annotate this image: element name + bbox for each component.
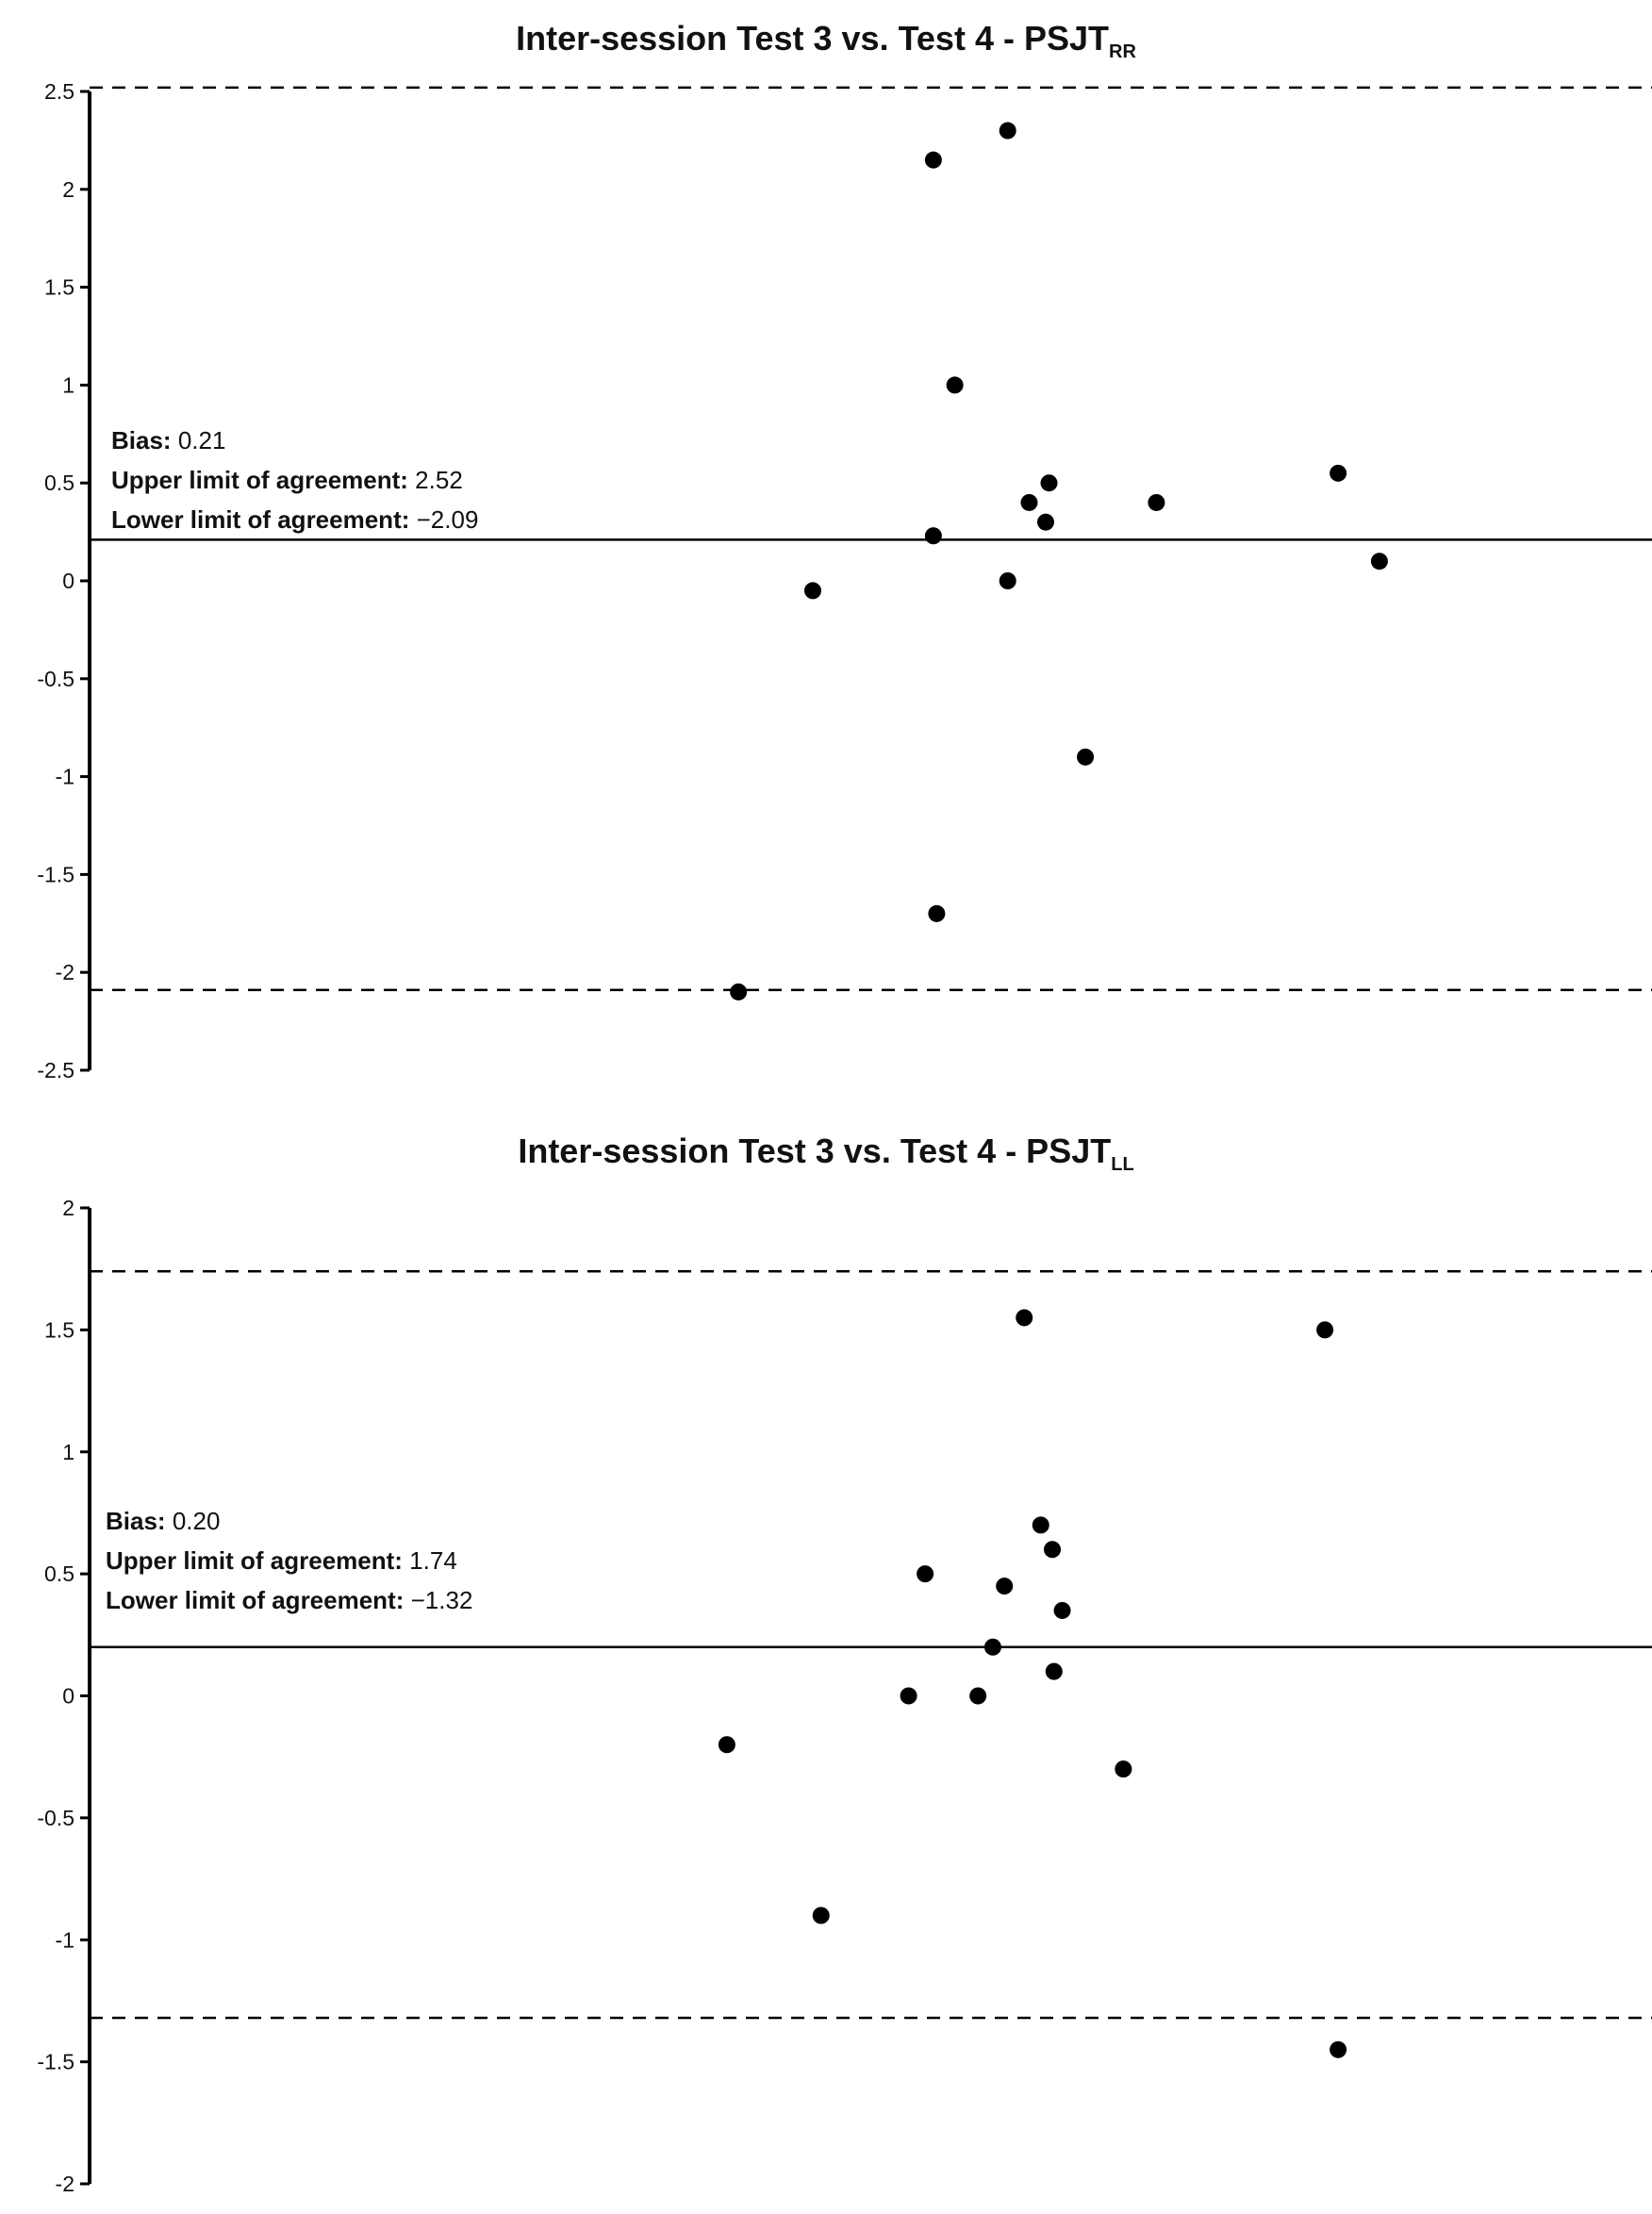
data-point <box>1316 1321 1334 1339</box>
bias-label: Bias: <box>111 426 172 454</box>
scatter-plot-ll: 2 1.5 1 0.5 0 -0.5 -1 -1.5 -2 <box>37 1196 1652 2196</box>
data-point <box>803 582 821 600</box>
chart-panel-ll: Inter-session Test 3 vs. Test 4 - PSJTLL… <box>0 1113 1652 2214</box>
data-point <box>1330 2041 1347 2058</box>
data-point <box>999 122 1016 140</box>
bias-value: 0.20 <box>172 1507 221 1535</box>
y-tick-label: 0.5 <box>44 471 74 495</box>
data-point <box>1020 493 1038 511</box>
lower-loa-value: −2.09 <box>416 505 479 534</box>
data-point <box>1370 553 1388 570</box>
data-point <box>1330 464 1347 482</box>
y-tick-label: -0.5 <box>37 1806 74 1830</box>
y-tick-label: 0 <box>62 569 74 593</box>
bias-label: Bias: <box>106 1507 166 1535</box>
data-point <box>946 376 964 394</box>
y-tick-label: -0.5 <box>37 667 74 691</box>
data-point <box>730 983 748 1000</box>
chart-title-subscript: LL <box>1111 1154 1134 1176</box>
lower-loa-label: Lower limit of agreement: <box>111 505 410 534</box>
y-tick-label: 2 <box>62 1196 74 1220</box>
y-tick-label: -2 <box>56 960 74 984</box>
chart-title-subscript: RR <box>1109 41 1136 63</box>
y-tick-label: 1.5 <box>44 275 74 300</box>
y-tick-label: 0 <box>62 1684 74 1709</box>
data-point <box>969 1687 987 1705</box>
data-point <box>1016 1309 1033 1327</box>
y-tick-label: 2.5 <box>44 79 74 104</box>
data-point <box>1045 1662 1063 1680</box>
chart-title-main: Inter-session Test 3 vs. Test 4 - PSJT <box>516 19 1109 58</box>
data-point <box>924 151 942 169</box>
y-tick-label: -1.5 <box>37 2050 74 2074</box>
data-point <box>1148 493 1165 511</box>
y-tick-label: 0.5 <box>44 1561 74 1586</box>
data-point <box>1077 748 1095 766</box>
y-tick-label: 1 <box>62 1440 74 1464</box>
y-tick-label: 1.5 <box>44 1317 74 1342</box>
agreement-annotation: Bias: 0.21 Upper limit of agreement: 2.5… <box>111 421 478 539</box>
data-point <box>718 1736 735 1754</box>
y-tick-label: 2 <box>62 177 74 202</box>
chart-title-main: Inter-session Test 3 vs. Test 4 - PSJT <box>518 1132 1112 1170</box>
data-point <box>983 1638 1001 1656</box>
scatter-plot-rr: 2.521.510.50-0.5-1-1.5-2-2.5 <box>37 79 1652 1082</box>
data-point <box>996 1578 1014 1595</box>
data-point <box>999 572 1016 589</box>
data-point <box>1044 1541 1062 1559</box>
data-point <box>812 1907 830 1925</box>
upper-loa-value: 2.52 <box>415 466 463 494</box>
y-tick-label: -1 <box>56 1927 74 1952</box>
data-point <box>928 904 946 922</box>
y-tick-label: -2 <box>56 2172 74 2196</box>
y-tick-label: -2.5 <box>37 1058 74 1082</box>
y-tick-label: -1 <box>56 765 74 789</box>
upper-loa-label: Upper limit of agreement: <box>106 1546 403 1575</box>
data-point <box>1053 1601 1071 1619</box>
data-point <box>1040 474 1058 492</box>
data-point <box>1032 1516 1049 1534</box>
y-tick-label: -1.5 <box>37 862 74 886</box>
lower-loa-label: Lower limit of agreement: <box>106 1586 405 1614</box>
chart-title: Inter-session Test 3 vs. Test 4 - PSJTLL <box>0 1132 1652 1176</box>
chart-title: Inter-session Test 3 vs. Test 4 - PSJTRR <box>0 19 1652 63</box>
y-tick-label: 1 <box>62 372 74 397</box>
upper-loa-value: 1.74 <box>409 1546 457 1575</box>
lower-loa-value: −1.32 <box>410 1586 473 1614</box>
chart-panel-rr: Inter-session Test 3 vs. Test 4 - PSJTRR… <box>0 0 1652 1084</box>
data-point <box>900 1687 917 1705</box>
data-point <box>1115 1760 1132 1778</box>
data-point <box>917 1565 934 1583</box>
upper-loa-label: Upper limit of agreement: <box>111 466 408 494</box>
bias-value: 0.21 <box>177 426 226 454</box>
data-point <box>924 527 942 545</box>
data-point <box>1037 513 1055 531</box>
agreement-annotation: Bias: 0.20 Upper limit of agreement: 1.7… <box>106 1501 472 1620</box>
